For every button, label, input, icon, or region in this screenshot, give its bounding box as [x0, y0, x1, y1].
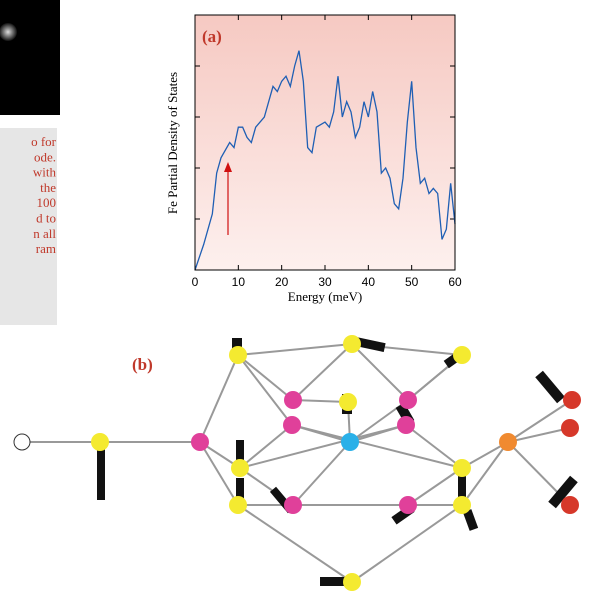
vector-bar [535, 371, 565, 403]
caption-line: d to [36, 210, 56, 225]
caption-line: ram [36, 241, 56, 256]
atom [399, 391, 417, 409]
atom [399, 496, 417, 514]
atom [563, 391, 581, 409]
x-tick-label: 0 [192, 275, 199, 289]
caption-line: ode. [34, 149, 56, 164]
atom [453, 346, 471, 364]
panel-label: (a) [202, 27, 222, 46]
atom [343, 335, 361, 353]
atom [341, 433, 359, 451]
x-tick-label: 20 [275, 275, 289, 289]
caption-line: the [40, 180, 56, 195]
atom [91, 433, 109, 451]
atom [284, 496, 302, 514]
diagram [14, 335, 581, 591]
atom [397, 416, 415, 434]
bond [293, 344, 352, 400]
caption-line: o for [31, 134, 57, 149]
atom [561, 496, 579, 514]
atom [284, 391, 302, 409]
atom [339, 393, 357, 411]
panel-label: (b) [132, 355, 153, 374]
atom [14, 434, 30, 450]
bond [408, 468, 462, 505]
bond [238, 344, 352, 355]
x-tick-label: 40 [362, 275, 376, 289]
bond [292, 425, 462, 468]
x-tick-label: 60 [448, 275, 462, 289]
x-tick-label: 50 [405, 275, 419, 289]
bond [238, 355, 292, 425]
bond [352, 344, 408, 400]
micrograph [0, 0, 60, 115]
vector-bar [97, 448, 105, 500]
atom [343, 573, 361, 591]
bond [200, 442, 238, 505]
x-axis-label: Energy (meV) [288, 289, 362, 304]
atom [453, 496, 471, 514]
atom [229, 496, 247, 514]
x-tick-label: 30 [318, 275, 332, 289]
bond [200, 355, 238, 442]
atom [191, 433, 209, 451]
x-tick-label: 10 [232, 275, 246, 289]
bond [238, 355, 293, 400]
atom [231, 459, 249, 477]
caption-line: 100 [37, 195, 57, 210]
y-axis-label: Fe Partial Density of States [165, 72, 180, 214]
caption-line: with [33, 165, 57, 180]
atom [499, 433, 517, 451]
atom [229, 346, 247, 364]
atom [561, 419, 579, 437]
caption-line: n all [33, 226, 56, 241]
atom [453, 459, 471, 477]
atom [283, 416, 301, 434]
bond [238, 505, 352, 582]
figure: o forode.withthe100d ton allram (a) Ener… [0, 0, 595, 591]
